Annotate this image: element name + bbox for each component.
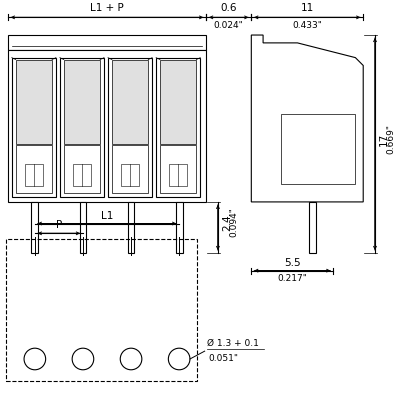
Bar [108, 58, 152, 197]
Bar [32, 202, 38, 253]
Bar [73, 164, 91, 186]
Bar [8, 35, 206, 50]
Bar [64, 145, 100, 193]
Bar [6, 239, 197, 380]
Circle shape [24, 348, 46, 370]
Bar [12, 58, 56, 197]
Text: L1: L1 [101, 210, 113, 220]
Text: 2.4: 2.4 [222, 214, 232, 231]
Text: 0.051": 0.051" [209, 354, 239, 363]
Bar [156, 58, 200, 197]
Circle shape [168, 348, 190, 370]
Bar [16, 145, 52, 193]
Text: 0.094": 0.094" [230, 208, 239, 238]
Bar [8, 50, 206, 202]
Text: 0.433": 0.433" [292, 21, 322, 30]
Bar [16, 60, 52, 144]
Circle shape [120, 348, 142, 370]
Polygon shape [251, 35, 363, 202]
Bar [309, 202, 316, 253]
Text: 17: 17 [379, 132, 389, 146]
Text: 5.5: 5.5 [284, 258, 301, 268]
Text: P: P [56, 220, 62, 230]
Circle shape [72, 348, 94, 370]
Bar [160, 60, 196, 144]
Bar [64, 60, 100, 144]
Bar [112, 145, 148, 193]
Text: Ø 1.3 + 0.1: Ø 1.3 + 0.1 [207, 339, 258, 348]
Bar [60, 58, 104, 197]
Text: 0.024": 0.024" [214, 21, 244, 30]
Bar [25, 164, 43, 186]
Text: L1 + P: L1 + P [90, 4, 124, 14]
Bar [128, 202, 134, 253]
Text: 0.6: 0.6 [220, 4, 237, 14]
Bar [112, 60, 148, 144]
Text: 0.669": 0.669" [387, 124, 395, 154]
Bar [169, 164, 187, 186]
Bar [79, 202, 87, 253]
Bar [121, 164, 139, 186]
Bar [281, 114, 356, 184]
Bar [176, 202, 182, 253]
Text: 11: 11 [301, 4, 314, 14]
Text: 0.217": 0.217" [277, 274, 307, 282]
Bar [160, 145, 196, 193]
